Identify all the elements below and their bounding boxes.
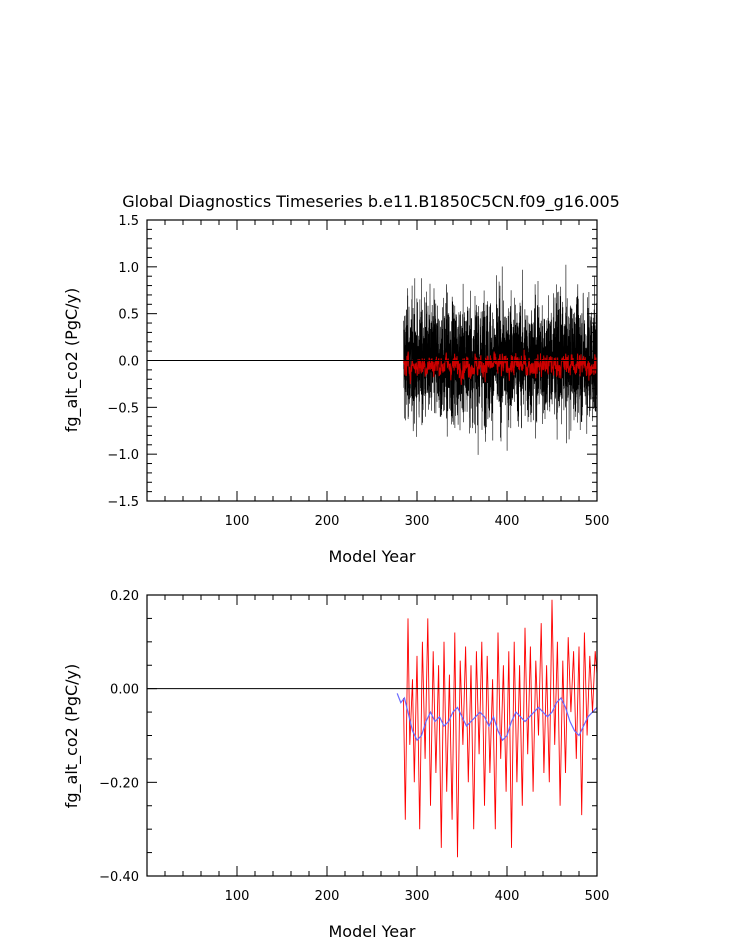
y-axis-label-top: fg_alt_co2 (PgC/y)	[62, 288, 82, 432]
chart-title: Global Diagnostics Timeseries b.e11.B185…	[122, 192, 620, 212]
x-axis-label-bottom: Model Year	[329, 922, 416, 941]
y-axis-label-bottom: fg_alt_co2 (PgC/y)	[62, 664, 82, 808]
x-axis-label-top: Model Year	[329, 547, 416, 566]
plot-area-bottom	[396, 599, 598, 858]
y-tick-label-top: 0.5	[118, 308, 139, 323]
x-tick-label-top: 400	[495, 514, 520, 529]
axes-bottom: 100 200 300 400 500 −0.40 −0.20 0.00 0.20	[99, 589, 609, 904]
x-tick-label-bottom: 300	[405, 889, 430, 904]
y-tick-label-bottom: −0.40	[99, 870, 139, 885]
x-tick-label-top: 500	[585, 514, 610, 529]
axes-top: 100 200 300 400 500 −1.5 −1.0 −0.5 0.0 0.5 1.0 1.5	[107, 214, 609, 529]
y-tick-label-top: 1.5	[118, 214, 139, 229]
y-tick-label-bottom: −0.20	[99, 776, 139, 791]
series-monthly	[403, 264, 598, 455]
x-tick-label-bottom: 400	[495, 889, 520, 904]
series-annual-mean-red	[403, 599, 598, 858]
y-tick-label-bottom: 0.20	[110, 589, 139, 604]
y-tick-label-bottom: 0.00	[110, 683, 139, 698]
y-tick-label-top: 1.0	[118, 261, 139, 276]
y-tick-label-top: 0.0	[118, 355, 139, 370]
x-tick-label-top: 100	[225, 514, 250, 529]
y-tick-label-top: −1.0	[107, 448, 139, 463]
y-tick-label-top: −0.5	[107, 401, 139, 416]
axes-frame-bottom	[146, 594, 598, 877]
panel-bottom: 100 200 300 400 500 −0.40 −0.20 0.00 0.20 Model …	[62, 589, 609, 941]
y-tick-label-top: −1.5	[107, 495, 139, 510]
x-tick-label-bottom: 100	[225, 889, 250, 904]
plot-area-top	[403, 264, 598, 455]
x-tick-label-bottom: 200	[315, 889, 340, 904]
x-tick-label-bottom: 500	[585, 889, 610, 904]
x-tick-label-top: 200	[315, 514, 340, 529]
panel-top: Global Diagnostics Timeseries b.e11.B185…	[62, 192, 620, 566]
x-tick-label-top: 300	[405, 514, 430, 529]
series-running-mean-blue	[396, 693, 598, 742]
